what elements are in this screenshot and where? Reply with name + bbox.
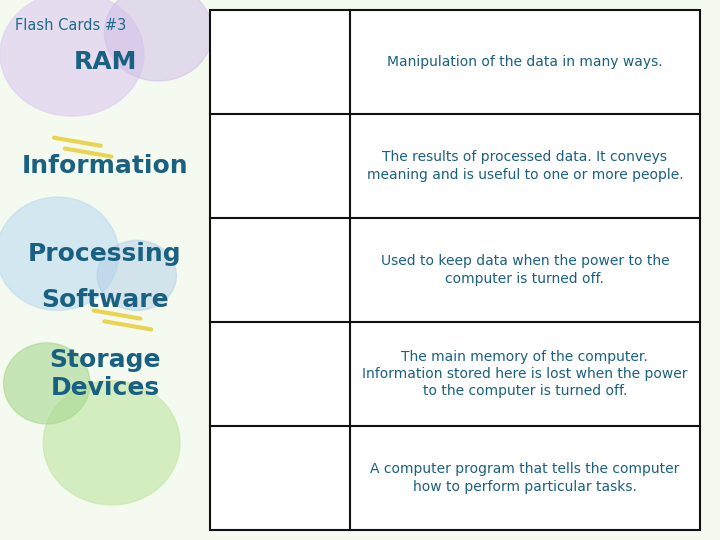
Text: Storage
Devices: Storage Devices: [49, 348, 161, 400]
Text: The results of processed data. It conveys
meaning and is useful to one or more p: The results of processed data. It convey…: [366, 150, 683, 181]
Text: Used to keep data when the power to the
computer is turned off.: Used to keep data when the power to the …: [380, 254, 669, 286]
Bar: [210, 10, 700, 530]
Ellipse shape: [0, 0, 144, 116]
Text: A computer program that tells the computer
how to perform particular tasks.: A computer program that tells the comput…: [370, 462, 680, 494]
Ellipse shape: [43, 381, 180, 505]
Ellipse shape: [0, 197, 119, 310]
Bar: [210, 10, 700, 530]
Text: Manipulation of the data in many ways.: Manipulation of the data in many ways.: [387, 55, 662, 69]
Text: Software: Software: [41, 288, 168, 312]
Text: Flash Cards #3: Flash Cards #3: [15, 18, 126, 33]
Text: Processing: Processing: [28, 242, 182, 266]
Text: The main memory of the computer.
Information stored here is lost when the power
: The main memory of the computer. Informa…: [362, 350, 688, 399]
Text: RAM: RAM: [73, 50, 137, 74]
Ellipse shape: [104, 0, 212, 81]
Ellipse shape: [4, 343, 90, 424]
Ellipse shape: [97, 240, 176, 310]
Text: Information: Information: [22, 154, 189, 178]
